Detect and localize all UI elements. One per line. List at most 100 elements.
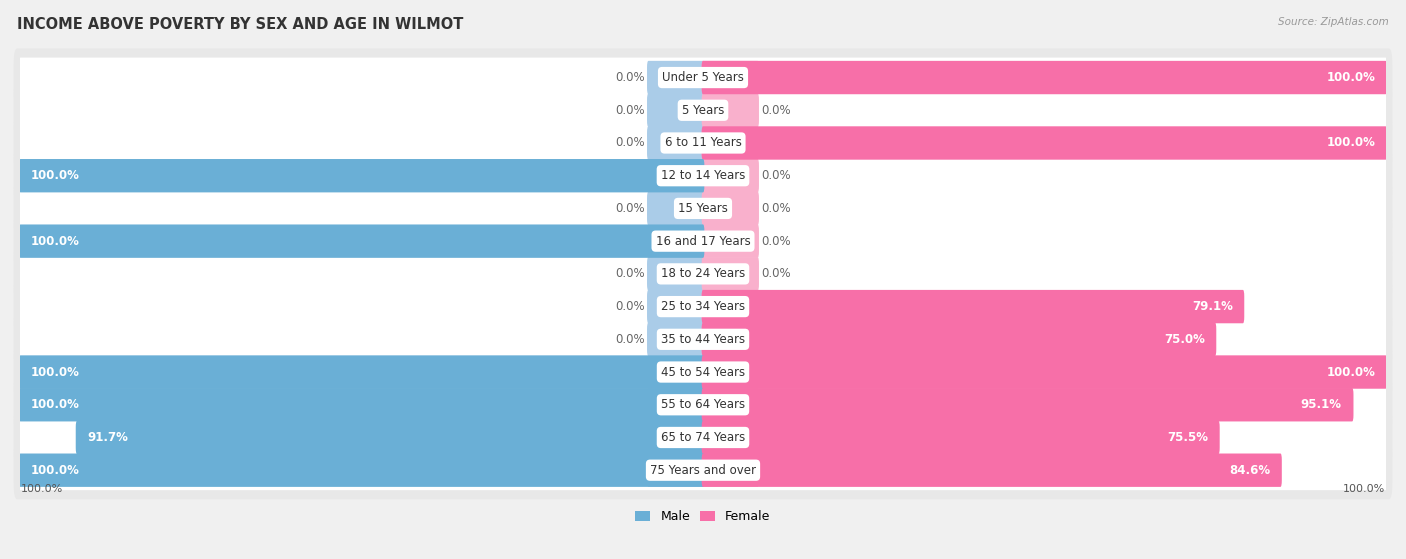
FancyBboxPatch shape: [20, 159, 704, 192]
Text: 75.0%: 75.0%: [1164, 333, 1205, 346]
FancyBboxPatch shape: [14, 245, 1392, 303]
FancyBboxPatch shape: [702, 388, 759, 421]
Text: 0.0%: 0.0%: [616, 71, 645, 84]
FancyBboxPatch shape: [14, 179, 1392, 238]
FancyBboxPatch shape: [14, 310, 1392, 368]
FancyBboxPatch shape: [702, 61, 1386, 94]
FancyBboxPatch shape: [18, 221, 1388, 261]
Text: 0.0%: 0.0%: [616, 333, 645, 346]
FancyBboxPatch shape: [702, 290, 1244, 323]
FancyBboxPatch shape: [647, 356, 704, 389]
FancyBboxPatch shape: [18, 385, 1388, 425]
Text: 0.0%: 0.0%: [616, 267, 645, 281]
Text: 79.1%: 79.1%: [1192, 300, 1233, 313]
FancyBboxPatch shape: [18, 418, 1388, 457]
Text: 0.0%: 0.0%: [616, 300, 645, 313]
Text: 16 and 17 Years: 16 and 17 Years: [655, 235, 751, 248]
Text: 100.0%: 100.0%: [31, 235, 80, 248]
Text: 55 to 64 Years: 55 to 64 Years: [661, 398, 745, 411]
FancyBboxPatch shape: [14, 114, 1392, 172]
FancyBboxPatch shape: [14, 277, 1392, 336]
FancyBboxPatch shape: [702, 323, 1216, 356]
FancyBboxPatch shape: [18, 91, 1388, 130]
Text: 0.0%: 0.0%: [616, 104, 645, 117]
Text: INCOME ABOVE POVERTY BY SEX AND AGE IN WILMOT: INCOME ABOVE POVERTY BY SEX AND AGE IN W…: [17, 17, 463, 32]
FancyBboxPatch shape: [18, 287, 1388, 326]
Text: 100.0%: 100.0%: [31, 464, 80, 477]
FancyBboxPatch shape: [18, 58, 1388, 97]
FancyBboxPatch shape: [20, 453, 704, 487]
FancyBboxPatch shape: [702, 453, 1282, 487]
FancyBboxPatch shape: [702, 356, 1386, 389]
FancyBboxPatch shape: [18, 352, 1388, 392]
Text: 100.0%: 100.0%: [1343, 484, 1385, 494]
FancyBboxPatch shape: [14, 343, 1392, 401]
FancyBboxPatch shape: [702, 192, 759, 225]
FancyBboxPatch shape: [647, 192, 704, 225]
Text: 0.0%: 0.0%: [761, 267, 790, 281]
FancyBboxPatch shape: [647, 93, 704, 127]
FancyBboxPatch shape: [647, 453, 704, 487]
FancyBboxPatch shape: [647, 126, 704, 160]
FancyBboxPatch shape: [702, 61, 759, 94]
FancyBboxPatch shape: [14, 409, 1392, 467]
FancyBboxPatch shape: [18, 123, 1388, 163]
Text: 6 to 11 Years: 6 to 11 Years: [665, 136, 741, 149]
FancyBboxPatch shape: [18, 188, 1388, 229]
FancyBboxPatch shape: [20, 388, 704, 421]
FancyBboxPatch shape: [14, 81, 1392, 139]
FancyBboxPatch shape: [20, 225, 704, 258]
FancyBboxPatch shape: [702, 290, 759, 323]
Text: 35 to 44 Years: 35 to 44 Years: [661, 333, 745, 346]
FancyBboxPatch shape: [20, 356, 704, 389]
FancyBboxPatch shape: [14, 49, 1392, 107]
Text: 95.1%: 95.1%: [1301, 398, 1341, 411]
Text: 25 to 34 Years: 25 to 34 Years: [661, 300, 745, 313]
FancyBboxPatch shape: [702, 126, 759, 160]
FancyBboxPatch shape: [18, 319, 1388, 359]
FancyBboxPatch shape: [702, 356, 759, 389]
Text: 45 to 54 Years: 45 to 54 Years: [661, 366, 745, 378]
FancyBboxPatch shape: [647, 421, 704, 454]
FancyBboxPatch shape: [702, 126, 1386, 160]
Text: 0.0%: 0.0%: [761, 104, 790, 117]
FancyBboxPatch shape: [647, 290, 704, 323]
Text: 0.0%: 0.0%: [761, 169, 790, 182]
FancyBboxPatch shape: [702, 388, 1354, 421]
FancyBboxPatch shape: [702, 421, 1219, 454]
Text: 100.0%: 100.0%: [1326, 366, 1375, 378]
Text: 100.0%: 100.0%: [1326, 136, 1375, 149]
FancyBboxPatch shape: [18, 156, 1388, 196]
FancyBboxPatch shape: [76, 421, 704, 454]
FancyBboxPatch shape: [702, 257, 759, 291]
FancyBboxPatch shape: [702, 93, 759, 127]
FancyBboxPatch shape: [18, 450, 1388, 490]
Text: 100.0%: 100.0%: [1326, 71, 1375, 84]
Text: 100.0%: 100.0%: [31, 366, 80, 378]
FancyBboxPatch shape: [702, 421, 759, 454]
FancyBboxPatch shape: [702, 453, 759, 487]
FancyBboxPatch shape: [647, 61, 704, 94]
Text: 84.6%: 84.6%: [1229, 464, 1270, 477]
Text: 0.0%: 0.0%: [616, 202, 645, 215]
Text: 100.0%: 100.0%: [21, 484, 63, 494]
FancyBboxPatch shape: [647, 159, 704, 192]
FancyBboxPatch shape: [18, 254, 1388, 294]
Text: 100.0%: 100.0%: [31, 398, 80, 411]
Text: 0.0%: 0.0%: [761, 202, 790, 215]
Text: 65 to 74 Years: 65 to 74 Years: [661, 431, 745, 444]
Text: 75.5%: 75.5%: [1167, 431, 1208, 444]
FancyBboxPatch shape: [702, 159, 759, 192]
FancyBboxPatch shape: [14, 376, 1392, 434]
FancyBboxPatch shape: [647, 225, 704, 258]
FancyBboxPatch shape: [647, 388, 704, 421]
FancyBboxPatch shape: [14, 441, 1392, 499]
FancyBboxPatch shape: [14, 146, 1392, 205]
FancyBboxPatch shape: [702, 225, 759, 258]
Text: 75 Years and over: 75 Years and over: [650, 464, 756, 477]
Text: Source: ZipAtlas.com: Source: ZipAtlas.com: [1278, 17, 1389, 27]
Text: 100.0%: 100.0%: [31, 169, 80, 182]
Text: 0.0%: 0.0%: [761, 235, 790, 248]
Legend: Male, Female: Male, Female: [630, 505, 776, 528]
FancyBboxPatch shape: [647, 257, 704, 291]
